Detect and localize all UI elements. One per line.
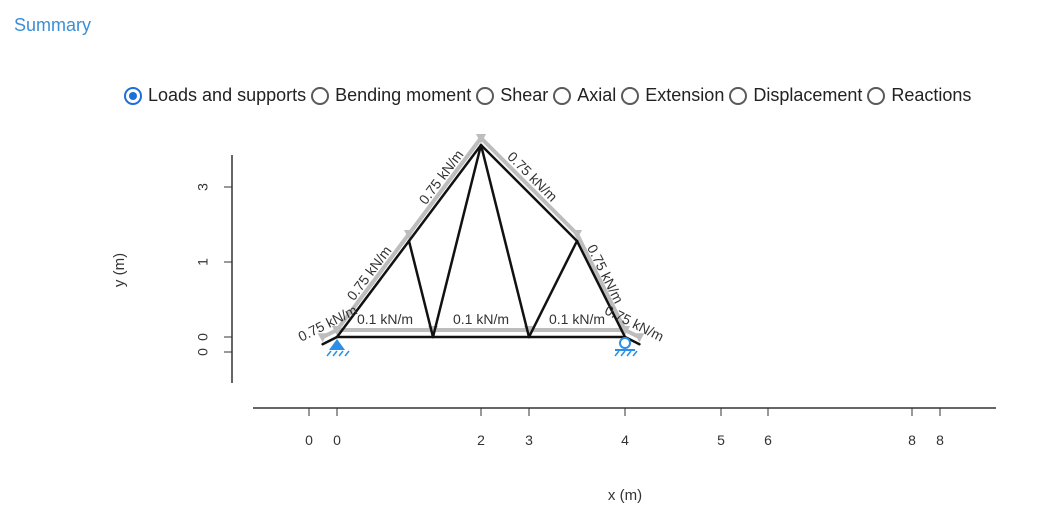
truss-member bbox=[575, 239, 627, 339]
y-axis-label: y (m) bbox=[111, 253, 128, 287]
radio-label: Loads and supports bbox=[148, 85, 307, 105]
x-tick-label: 8 bbox=[908, 432, 916, 448]
load-arrow-icon bbox=[476, 134, 486, 143]
distributed-load-line bbox=[407, 136, 483, 236]
truss-members bbox=[321, 143, 641, 346]
x-tick-label: 6 bbox=[764, 432, 772, 448]
roller-support-icon bbox=[614, 337, 638, 357]
load-arrow-icon bbox=[572, 230, 582, 239]
radio-button-icon[interactable] bbox=[729, 86, 748, 105]
ground-hatch bbox=[344, 350, 350, 357]
radio-extension[interactable]: Extension bbox=[621, 85, 724, 106]
y-tick-label: 1 bbox=[195, 258, 211, 266]
y-tick-label: 3 bbox=[195, 183, 211, 191]
radio-loads-and-supports[interactable]: Loads and supports bbox=[124, 85, 306, 106]
y-tick-label: 0 bbox=[195, 333, 211, 341]
ground-hatch bbox=[620, 350, 626, 357]
radio-label: Bending moment bbox=[335, 85, 472, 105]
radio-bending-moment[interactable]: Bending moment bbox=[311, 85, 471, 106]
x-tick-label: 0 bbox=[305, 432, 313, 448]
pin-triangle bbox=[329, 339, 345, 350]
radio-label: Axial bbox=[577, 85, 617, 105]
x-tick-label: 3 bbox=[525, 432, 533, 448]
load-arrow-icon bbox=[634, 333, 645, 343]
load-arrow-icon bbox=[332, 326, 342, 335]
result-view-radio-group: Loads and supports Bending moment Shear … bbox=[124, 85, 976, 106]
roller-wheel bbox=[619, 337, 631, 349]
radio-reactions[interactable]: Reactions bbox=[867, 85, 971, 106]
load-arrow-icon bbox=[620, 326, 630, 335]
radio-shear[interactable]: Shear bbox=[476, 85, 548, 106]
radio-button-icon[interactable] bbox=[311, 86, 330, 105]
x-tick-label: 8 bbox=[936, 432, 944, 448]
x-tick-label: 4 bbox=[621, 432, 629, 448]
load-arrow-icon bbox=[317, 333, 328, 343]
ground-hatch bbox=[332, 350, 338, 357]
load-arrow-icon bbox=[404, 230, 414, 239]
ground-hatch bbox=[338, 350, 344, 357]
x-tick-label: 0 bbox=[333, 432, 341, 448]
radio-label: Displacement bbox=[753, 85, 863, 105]
distributed-loads bbox=[317, 134, 645, 343]
truss-member bbox=[321, 335, 339, 346]
radio-label: Shear bbox=[500, 85, 549, 105]
load-label: 0.1 kN/m bbox=[357, 311, 413, 327]
radio-button-icon[interactable] bbox=[867, 86, 886, 105]
pin-support-icon bbox=[326, 339, 350, 357]
x-tick-label: 5 bbox=[717, 432, 725, 448]
radio-button-icon[interactable] bbox=[476, 86, 495, 105]
distributed-load-line bbox=[335, 232, 411, 332]
truss-member bbox=[479, 143, 531, 339]
load-labels: 0.75 kN/m0.75 kN/m0.75 kN/m 0.75 kN/m0.75… bbox=[295, 147, 666, 345]
x-axis-label: x (m) bbox=[608, 487, 642, 504]
truss-member bbox=[335, 239, 411, 339]
truss-member bbox=[407, 143, 483, 243]
truss-member bbox=[407, 239, 435, 339]
ground-hatch bbox=[632, 350, 638, 357]
truss-member bbox=[479, 143, 579, 243]
x-tick-label: 2 bbox=[477, 432, 485, 448]
y-tick-label: 0 bbox=[195, 348, 211, 356]
radio-label: Extension bbox=[645, 85, 725, 105]
ground-hatch bbox=[326, 350, 332, 357]
radio-button-icon[interactable] bbox=[621, 86, 640, 105]
distributed-load-line bbox=[575, 233, 627, 331]
radio-axial[interactable]: Axial bbox=[553, 85, 616, 106]
truss-member bbox=[527, 239, 579, 339]
truss-member bbox=[431, 143, 483, 339]
radio-label: Reactions bbox=[891, 85, 972, 105]
radio-displacement[interactable]: Displacement bbox=[729, 85, 862, 106]
summary-link[interactable]: Summary bbox=[14, 15, 92, 35]
x-axis: 0 0 2 3 4 5 6 8 8 x (m) bbox=[253, 407, 996, 504]
ground-hatch bbox=[614, 350, 620, 357]
radio-button-icon[interactable] bbox=[124, 86, 142, 105]
load-label: 0.1 kN/m bbox=[549, 311, 605, 327]
radio-button-icon[interactable] bbox=[553, 86, 572, 105]
distributed-load-line bbox=[479, 136, 579, 236]
supports bbox=[326, 337, 638, 357]
y-axis: 3 1 0 0 y (m) bbox=[111, 155, 233, 383]
load-label: 0.1 kN/m bbox=[453, 311, 509, 327]
ground-hatch bbox=[626, 350, 632, 357]
